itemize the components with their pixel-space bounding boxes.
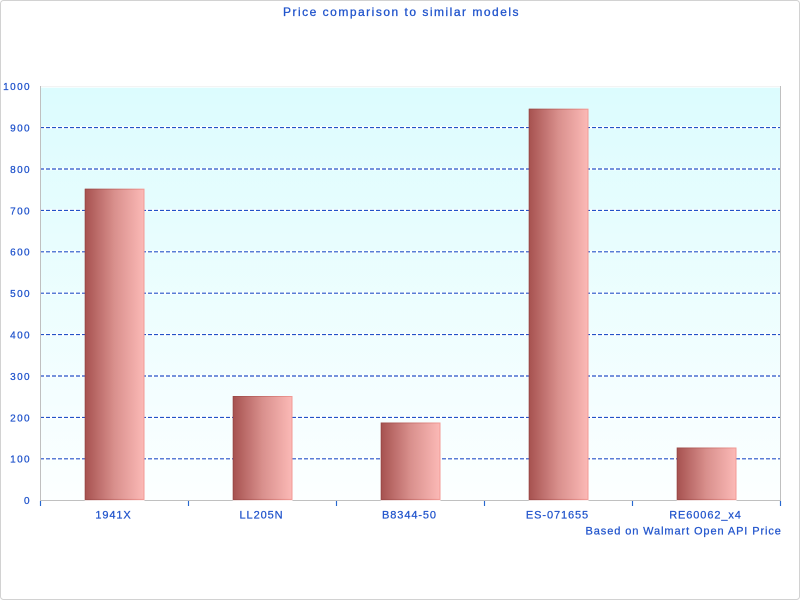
svg-text:ES-071655: ES-071655 — [526, 509, 589, 521]
svg-text:700: 700 — [10, 206, 31, 217]
svg-text:800: 800 — [10, 165, 31, 176]
svg-text:Price comparison to similar mo: Price comparison to similar models — [283, 5, 520, 19]
svg-text:300: 300 — [10, 372, 31, 383]
svg-text:1941X: 1941X — [95, 509, 131, 521]
svg-text:0: 0 — [24, 496, 31, 507]
svg-text:RE60062_x4: RE60062_x4 — [669, 509, 742, 521]
svg-text:Based on Walmart Open API Pric: Based on Walmart Open API Price — [586, 526, 782, 538]
svg-text:400: 400 — [10, 331, 31, 342]
svg-text:100: 100 — [10, 455, 31, 466]
svg-text:900: 900 — [10, 124, 31, 135]
svg-text:500: 500 — [10, 289, 31, 300]
svg-text:LL205N: LL205N — [240, 509, 284, 521]
svg-text:1000: 1000 — [3, 82, 31, 93]
svg-text:600: 600 — [10, 248, 31, 259]
svg-text:B8344-50: B8344-50 — [382, 509, 437, 521]
svg-text:200: 200 — [10, 413, 31, 424]
